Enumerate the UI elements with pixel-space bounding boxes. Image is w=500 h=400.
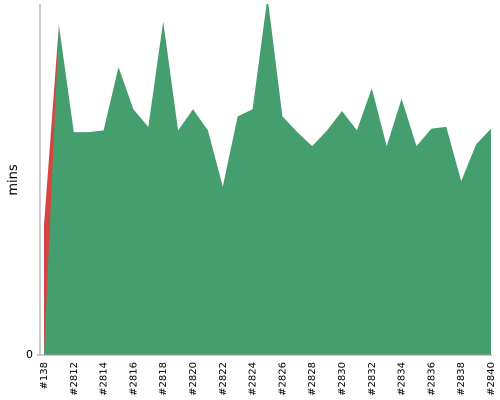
x-tick-label: #2822	[218, 362, 229, 396]
x-tick-label: #2836	[426, 362, 437, 396]
plot-area	[44, 4, 491, 355]
x-tick-label: #2838	[456, 362, 467, 396]
x-tick-label: #2816	[128, 362, 139, 396]
x-tick-label: #2826	[277, 362, 288, 396]
area	[44, 4, 491, 355]
x-tick-label: #2824	[248, 362, 259, 396]
x-tick-label: #138	[39, 362, 50, 389]
y-axis-label: mins	[6, 164, 21, 196]
x-tick-label: #2820	[188, 362, 199, 396]
x-tick-label: #2834	[397, 362, 408, 396]
x-tick-label: #2828	[307, 362, 318, 396]
x-tick-label: #2818	[158, 362, 169, 396]
x-tick-label: #2832	[367, 362, 378, 396]
x-tick-label: #2830	[337, 362, 348, 396]
y-tick-label: 0	[26, 348, 33, 361]
x-tick-label: #2840	[486, 362, 497, 396]
x-tick-label: #2812	[69, 362, 80, 396]
x-tick-label: #2814	[99, 362, 110, 396]
